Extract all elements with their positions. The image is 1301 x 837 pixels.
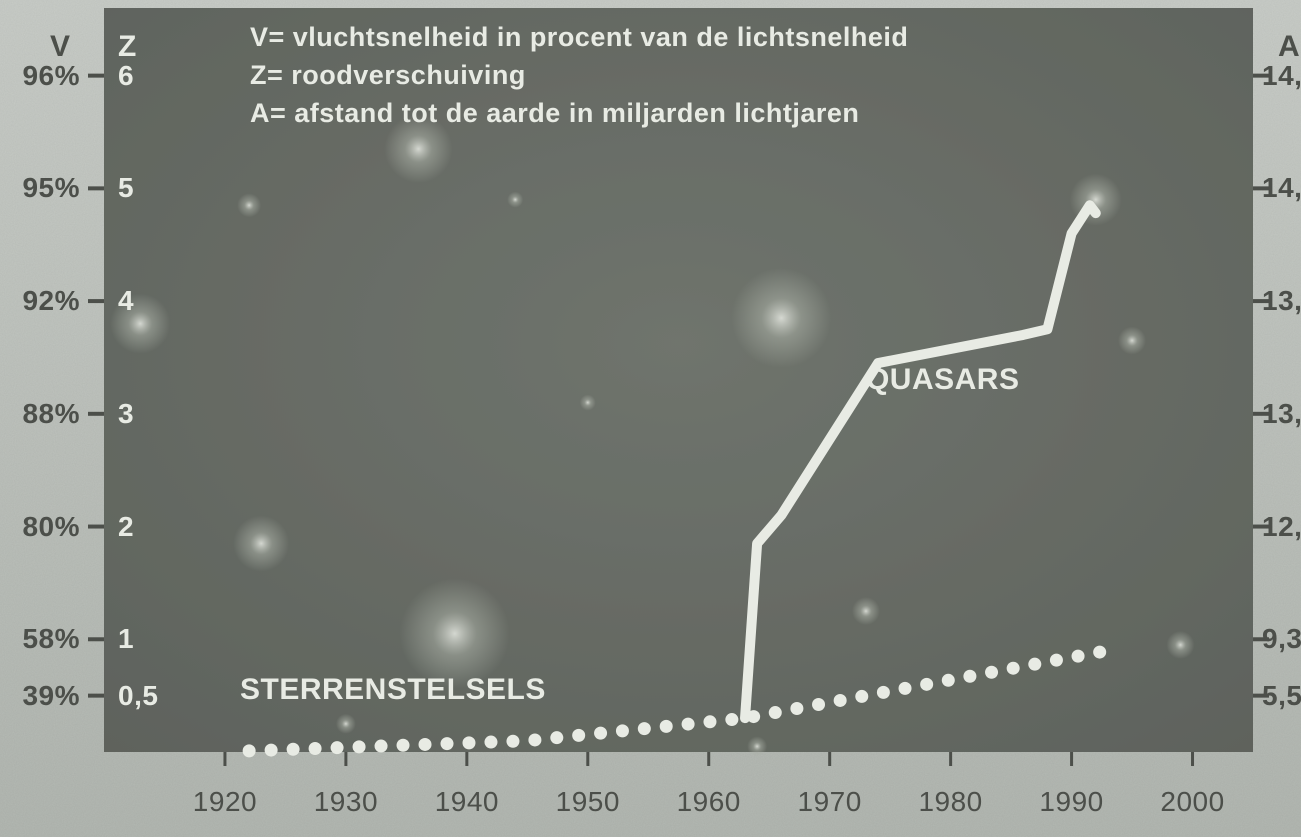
a-tick-label: 14,5 (1262, 60, 1301, 92)
v-tick-label: 39% (22, 680, 80, 712)
v-tick-label: 95% (22, 172, 80, 204)
legend-line: Z= roodverschuiving (250, 60, 526, 91)
z-tick-label: 4 (118, 285, 134, 317)
axis-header-a: A (1278, 30, 1300, 64)
legend-line: V= vluchtsnelheid in procent van de lich… (250, 22, 908, 53)
z-tick-label: 1 (118, 623, 134, 655)
x-tick-label: 1920 (193, 786, 257, 818)
axis-header-v: V (50, 30, 71, 64)
x-tick-label: 1980 (918, 786, 982, 818)
x-tick-label: 1960 (677, 786, 741, 818)
a-tick-label: 13,9 (1262, 285, 1301, 317)
legend-line: A= afstand tot de aarde in miljarden lic… (250, 98, 859, 129)
z-tick-label: 3 (118, 398, 134, 430)
a-tick-label: 9,3 (1262, 623, 1301, 655)
z-tick-label: 5 (118, 172, 134, 204)
v-tick-label: 80% (22, 511, 80, 543)
a-tick-label: 13,4 (1262, 398, 1301, 430)
x-tick-label: 1930 (314, 786, 378, 818)
v-tick-label: 92% (22, 285, 80, 317)
a-tick-label: 12,2 (1262, 511, 1301, 543)
a-tick-label: 5,5 (1262, 680, 1301, 712)
a-tick-label: 14,3 (1262, 172, 1301, 204)
z-tick-label: 0,5 (118, 680, 158, 712)
x-tick-label: 1990 (1039, 786, 1103, 818)
x-tick-label: 2000 (1160, 786, 1224, 818)
z-tick-label: 2 (118, 511, 134, 543)
v-tick-label: 88% (22, 398, 80, 430)
v-tick-label: 96% (22, 60, 80, 92)
x-tick-label: 1940 (435, 786, 499, 818)
series-label-sterrenstelsels: STERRENSTELSELS (240, 673, 546, 707)
axis-header-z: Z (118, 30, 137, 64)
x-tick-label: 1950 (556, 786, 620, 818)
series-label-quasars: QUASARS (866, 363, 1020, 397)
z-tick-label: 6 (118, 60, 134, 92)
x-tick-label: 1970 (798, 786, 862, 818)
v-tick-label: 58% (22, 623, 80, 655)
